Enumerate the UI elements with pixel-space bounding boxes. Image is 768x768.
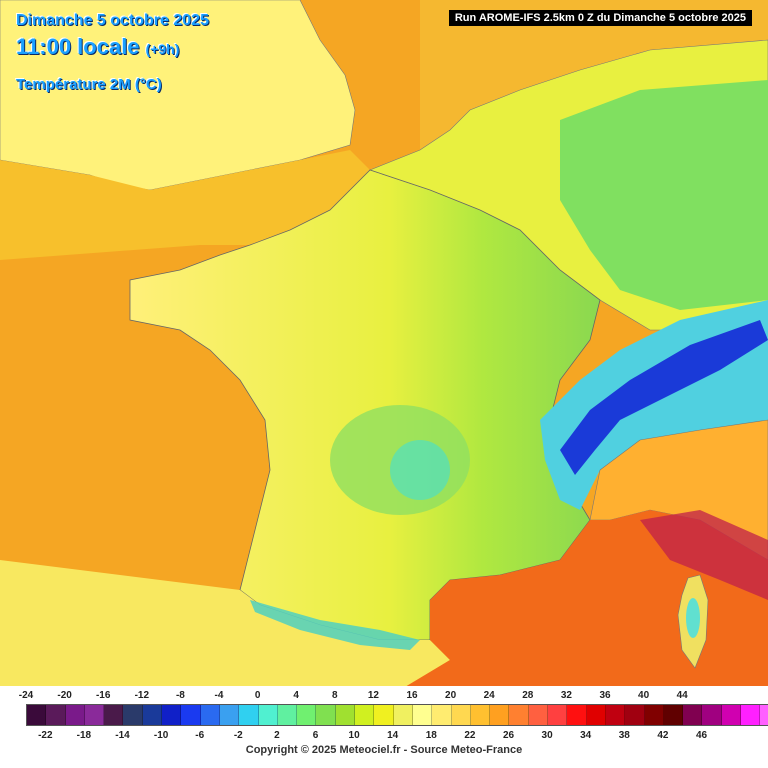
forecast-time: 11:00 locale (+9h) [16, 34, 179, 60]
legend-swatch [258, 705, 278, 725]
spain-land [0, 560, 450, 690]
legend-tick-label: 36 [599, 690, 611, 701]
legend-tick-label: -20 [57, 690, 72, 701]
legend-tick-label: 4 [293, 690, 299, 701]
legend-tick-label: -10 [153, 730, 169, 741]
legend-tick-label: 32 [560, 690, 572, 701]
color-legend: -24 -20 -16 -12 -8 -4 0 4 8 12 16 20 24 28 32 36 40 44 -2… [0, 686, 768, 768]
legend-swatch [586, 705, 606, 725]
legend-swatch [393, 705, 413, 725]
legend-tick-label: 40 [638, 690, 650, 701]
legend-tick-label: 26 [502, 730, 515, 741]
legend-swatch [335, 705, 356, 725]
legend-swatch [528, 705, 549, 725]
legend-swatch [605, 705, 626, 725]
legend-tick-label: 10 [348, 730, 360, 741]
run-info-box: Run AROME-IFS 2.5km 0 Z du Dimanche 5 oc… [448, 10, 752, 26]
legend-swatch [181, 705, 201, 725]
alps-high [560, 320, 768, 475]
legend-swatch [683, 705, 703, 725]
legend-tick-label: -22 [38, 730, 53, 741]
legend-swatch [548, 705, 568, 725]
legend-tick-label: -6 [195, 730, 205, 741]
legend-swatch [490, 705, 510, 725]
legend-tick-label: 12 [367, 690, 379, 701]
legend-swatch [104, 705, 124, 725]
pyrenees-region [250, 600, 420, 650]
legend-swatch [142, 705, 163, 725]
legend-swatch [219, 705, 240, 725]
copyright-text: Copyright © 2025 Meteociel.fr - Source M… [245, 744, 523, 756]
legend-swatch [297, 705, 317, 725]
legend-swatch [355, 705, 375, 725]
mediterranean-warm [640, 510, 768, 600]
legend-tick-label: 8 [332, 690, 338, 701]
legend-tick-label: 20 [445, 690, 457, 701]
parameter-label: Température 2M (°C) [16, 76, 162, 93]
legend-swatch [760, 705, 768, 725]
legend-tick-label: -8 [175, 690, 185, 701]
legend-swatch [200, 705, 220, 725]
legend-swatch [702, 705, 722, 725]
legend-tick-label: 2 [274, 730, 280, 741]
legend-swatch [470, 705, 491, 725]
legend-swatch [432, 705, 452, 725]
massif-central-high [390, 440, 450, 500]
legend-swatch [162, 705, 182, 725]
legend-tick-label: 46 [695, 730, 708, 741]
legend-tick-label: 16 [406, 690, 418, 701]
legend-swatch [663, 705, 684, 725]
legend-tick-label: -2 [233, 730, 243, 741]
central-europe-land [560, 80, 768, 310]
forecast-offset: (+9h) [145, 41, 180, 57]
legend-tick-label: 6 [312, 730, 319, 741]
legend-swatch [84, 705, 105, 725]
legend-swatch [567, 705, 587, 725]
legend-swatch [46, 705, 66, 725]
legend-tick-label: -12 [134, 690, 150, 701]
legend-tick-label: 22 [464, 730, 476, 741]
legend-tick-label: 44 [676, 690, 688, 701]
legend-tick-label: -16 [95, 690, 111, 701]
corsica-mountains [686, 598, 700, 638]
legend-swatch [740, 705, 761, 725]
legend-tick-label: 30 [541, 730, 553, 741]
legend-tick-label: 42 [657, 730, 669, 741]
legend-color-scale [26, 704, 768, 726]
legend-swatch [721, 705, 741, 725]
legend-tick-label: 0 [254, 690, 261, 701]
legend-tick-label: 34 [580, 730, 592, 741]
legend-swatch [644, 705, 664, 725]
legend-tick-label: -24 [18, 690, 34, 701]
legend-swatch [509, 705, 529, 725]
legend-swatch [374, 705, 394, 725]
legend-swatch [625, 705, 645, 725]
legend-tick-label: -4 [214, 690, 224, 701]
legend-tick-label: 18 [425, 730, 437, 741]
legend-tick-label: -18 [76, 730, 92, 741]
forecast-time-label: 11:00 locale [16, 34, 140, 59]
legend-swatch [316, 705, 336, 725]
legend-tick-label: 28 [522, 690, 534, 701]
channel-sea [0, 150, 370, 260]
legend-swatch [277, 705, 298, 725]
legend-swatch [123, 705, 143, 725]
legend-swatch [27, 705, 47, 725]
legend-swatch [239, 705, 259, 725]
legend-swatch [451, 705, 471, 725]
forecast-date: Dimanche 5 octobre 2025 [16, 12, 209, 29]
legend-swatch [412, 705, 433, 725]
legend-tick-label: 14 [387, 730, 399, 741]
legend-tick-label: 24 [483, 690, 495, 701]
legend-tick-label: 38 [618, 730, 630, 741]
legend-swatch [65, 705, 85, 725]
legend-tick-label: -14 [115, 730, 130, 741]
